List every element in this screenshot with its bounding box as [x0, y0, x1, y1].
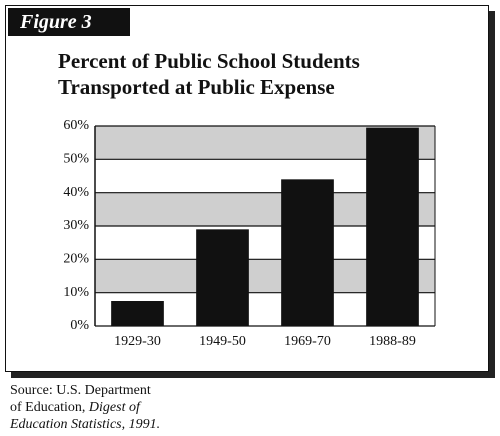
- source-title: Digest of Education Statistics, 1991.: [10, 400, 161, 432]
- source-text: Source: U.S. Department of Education,: [10, 383, 151, 415]
- y-tick-label: 50%: [63, 152, 89, 167]
- chart-title: Percent of Public School Students Transp…: [58, 49, 360, 99]
- bar: [281, 179, 334, 326]
- y-tick-label: 10%: [63, 285, 89, 300]
- source-note: Source: U.S. Department of Education, Di…: [10, 382, 160, 433]
- bar: [196, 229, 249, 326]
- y-tick-label: 30%: [63, 218, 89, 233]
- x-tick-label: 1929-30: [114, 334, 161, 349]
- y-tick-label: 60%: [63, 118, 89, 133]
- x-tick-label: 1988-89: [369, 334, 416, 349]
- bar: [111, 301, 164, 326]
- figure-label: Figure 3: [8, 8, 130, 36]
- bar: [366, 127, 419, 327]
- y-tick-label: 40%: [63, 185, 89, 200]
- x-tick-label: 1949-50: [199, 334, 246, 349]
- y-tick-label: 20%: [63, 252, 89, 267]
- x-tick-label: 1969-70: [284, 334, 331, 349]
- y-tick-label: 0%: [70, 318, 89, 333]
